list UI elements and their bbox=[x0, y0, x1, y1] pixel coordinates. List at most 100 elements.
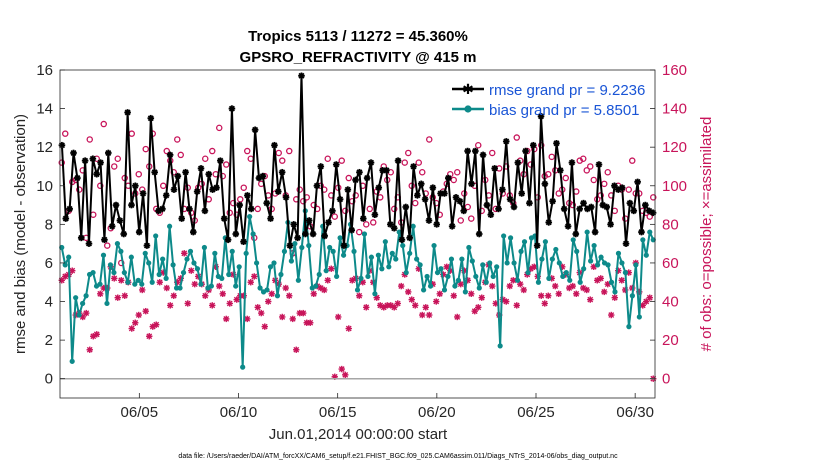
assimilated-obs-marker bbox=[356, 292, 363, 299]
assimilated-obs-marker bbox=[265, 298, 272, 305]
rmse-point bbox=[93, 170, 101, 178]
bias-point bbox=[427, 283, 434, 289]
bias-point bbox=[581, 266, 587, 272]
y2-tick-label: 160 bbox=[662, 62, 687, 79]
possible-obs-marker bbox=[580, 155, 587, 163]
bias-point bbox=[459, 256, 465, 262]
possible-obs-marker bbox=[650, 194, 657, 201]
assimilated-obs-marker bbox=[587, 296, 594, 303]
rmse-point bbox=[213, 184, 220, 191]
possible-obs-marker bbox=[331, 213, 338, 220]
assimilated-obs-marker bbox=[342, 371, 349, 379]
rmse-point bbox=[236, 201, 243, 209]
assimilated-obs-marker bbox=[121, 292, 128, 299]
possible-obs-marker bbox=[100, 120, 108, 128]
rmse-point bbox=[128, 201, 135, 209]
bias-point bbox=[288, 258, 294, 264]
bias-point bbox=[149, 279, 155, 285]
legend: ✱ rmse grand pr = 9.2236 bias grand pr =… bbox=[452, 82, 645, 119]
bias-point bbox=[212, 250, 218, 256]
rmse-point bbox=[495, 205, 502, 213]
y2-tick-label: 100 bbox=[662, 178, 687, 195]
rmse-point bbox=[62, 215, 70, 222]
bias-point bbox=[118, 248, 124, 254]
possible-obs-marker bbox=[418, 169, 426, 176]
bias-point bbox=[650, 237, 656, 243]
assimilated-obs-marker bbox=[520, 286, 527, 294]
bias-point bbox=[633, 262, 639, 268]
assimilated-obs-marker bbox=[279, 313, 286, 321]
rmse-point bbox=[352, 176, 359, 184]
possible-obs-marker bbox=[201, 155, 209, 163]
bias-point bbox=[313, 283, 319, 289]
rmse-point bbox=[244, 192, 251, 199]
y2-tick-label: 60 bbox=[662, 255, 679, 272]
assimilated-obs-marker bbox=[202, 292, 209, 299]
assimilated-obs-marker bbox=[240, 292, 247, 299]
bias-point bbox=[257, 285, 263, 291]
rmse-point bbox=[444, 174, 452, 182]
rmse-point bbox=[441, 190, 448, 197]
rmse-point bbox=[309, 230, 317, 238]
bias-point bbox=[480, 262, 486, 268]
bias-point bbox=[146, 260, 152, 266]
bias-point bbox=[466, 244, 472, 251]
bias-point bbox=[180, 269, 187, 276]
possible-obs-marker bbox=[562, 174, 570, 182]
rmse-point bbox=[197, 165, 205, 172]
y-tick-label: 12 bbox=[36, 139, 53, 156]
bias-point bbox=[177, 285, 183, 291]
possible-obs-marker bbox=[219, 172, 226, 180]
bias-point bbox=[316, 271, 322, 278]
bias-point bbox=[375, 252, 381, 258]
bias-point bbox=[184, 256, 190, 262]
assimilated-obs-marker bbox=[475, 304, 482, 311]
assimilated-obs-marker bbox=[219, 290, 226, 298]
rmse-point bbox=[186, 205, 193, 213]
rmse-point bbox=[132, 182, 139, 190]
assimilated-obs-marker bbox=[321, 286, 328, 294]
possible-obs-marker bbox=[215, 124, 223, 132]
bias-point bbox=[494, 264, 500, 270]
rmse-point bbox=[506, 195, 514, 203]
rmse-point bbox=[564, 222, 572, 230]
bias-point bbox=[292, 241, 298, 247]
possible-obs-marker bbox=[104, 242, 111, 249]
rmse-point bbox=[491, 165, 498, 172]
assimilated-obs-marker bbox=[170, 292, 177, 299]
assimilated-obs-marker bbox=[433, 298, 440, 305]
bias-point bbox=[253, 260, 260, 266]
rmse-point bbox=[101, 236, 108, 244]
assimilated-obs-marker bbox=[188, 267, 195, 274]
bias-point bbox=[605, 262, 611, 268]
possible-obs-marker bbox=[425, 136, 433, 143]
legend-bias-marker bbox=[464, 105, 472, 113]
bias-point bbox=[626, 324, 632, 330]
assimilated-obs-marker bbox=[118, 277, 125, 284]
possible-obs-marker bbox=[111, 163, 118, 170]
x-tick-label: 06/30 bbox=[616, 404, 654, 421]
y2-axis-label: # of obs: o=possible; ×=assimilated bbox=[698, 117, 715, 352]
bias-point bbox=[588, 258, 594, 264]
bias-point bbox=[62, 262, 68, 268]
rmse-point bbox=[359, 215, 367, 222]
assimilated-obs-marker bbox=[513, 302, 520, 309]
assimilated-obs-marker bbox=[646, 294, 653, 301]
possible-obs-marker bbox=[159, 182, 167, 190]
rmse-point bbox=[425, 217, 433, 224]
bias-point bbox=[107, 262, 114, 268]
rmse-point bbox=[607, 221, 614, 228]
bias-point bbox=[295, 277, 301, 283]
bias-point bbox=[281, 248, 288, 254]
bias-point bbox=[76, 312, 82, 318]
bias-point bbox=[556, 260, 562, 266]
x-tick-label: 06/15 bbox=[319, 404, 357, 421]
y2-tick-label: 140 bbox=[662, 101, 687, 118]
rmse-point bbox=[587, 203, 595, 211]
possible-obs-marker bbox=[135, 170, 142, 178]
assimilated-obs-marker bbox=[191, 280, 198, 288]
bias-point bbox=[132, 281, 138, 287]
assimilated-obs-marker bbox=[604, 280, 611, 288]
rmse-point bbox=[139, 190, 147, 197]
rmse-point bbox=[166, 151, 174, 159]
